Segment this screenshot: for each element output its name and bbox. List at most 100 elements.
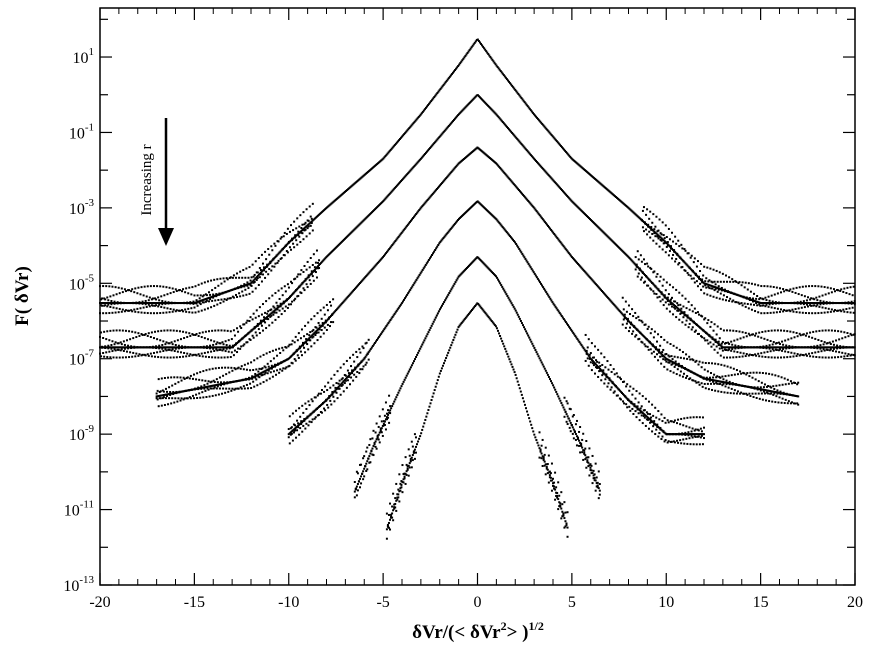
data-point: [160, 390, 162, 392]
data-point: [256, 279, 258, 281]
data-point: [353, 361, 355, 363]
data-point: [180, 400, 182, 402]
data-point: [176, 290, 178, 292]
data-point: [202, 331, 204, 333]
data-point: [248, 320, 250, 322]
data-point: [197, 305, 199, 307]
data-point: [713, 374, 715, 376]
data-point: [195, 378, 197, 380]
data-point: [736, 369, 738, 371]
data-point: [163, 294, 165, 296]
data-point: [180, 338, 182, 340]
data-point: [309, 205, 311, 207]
data-point: [274, 263, 276, 265]
data-point: [200, 303, 202, 305]
data-point: [648, 326, 650, 328]
data-point: [748, 282, 750, 284]
data-point: [187, 308, 189, 310]
data-point: [758, 393, 760, 395]
data-point: [665, 301, 667, 303]
data-point: [776, 349, 778, 351]
data-point: [164, 404, 166, 406]
data-point: [147, 335, 149, 337]
data-point: [683, 357, 685, 359]
data-point: [830, 287, 832, 289]
data-point: [190, 293, 192, 295]
data-point: [267, 363, 269, 365]
data-point: [262, 367, 264, 369]
data-point: [751, 283, 753, 285]
data-point: [644, 263, 646, 265]
data-point: [697, 311, 699, 313]
data-point: [201, 310, 203, 312]
data-point: [166, 293, 168, 295]
data-point: [156, 285, 158, 287]
data-point: [685, 298, 687, 300]
data-point: [757, 284, 759, 286]
data-point: [176, 309, 178, 311]
data-point: [275, 349, 277, 351]
data-point: [164, 377, 166, 379]
data-point: [150, 285, 152, 287]
data-point: [827, 349, 829, 351]
data-point: [707, 370, 709, 372]
data-point: [274, 319, 276, 321]
data-point: [674, 308, 676, 310]
data-point: [130, 290, 132, 292]
data-point: [626, 323, 628, 325]
data-point: [726, 357, 728, 359]
data-point: [773, 388, 775, 390]
data-point: [255, 287, 257, 289]
data-point: [164, 343, 166, 345]
data-point: [315, 396, 317, 398]
data-point: [213, 305, 215, 307]
data-point: [671, 297, 673, 299]
data-point: [756, 295, 758, 297]
data-point: [163, 330, 165, 332]
data-point: [249, 383, 251, 385]
data-point: [250, 387, 252, 389]
data-point: [802, 286, 804, 288]
data-point: [786, 356, 788, 358]
data-point: [771, 356, 773, 358]
data-point: [289, 231, 291, 233]
data-point: [321, 389, 323, 391]
data-point: [773, 350, 775, 352]
data-point: [214, 330, 216, 332]
data-point: [669, 284, 671, 286]
data-point: [771, 374, 773, 376]
data-point: [740, 392, 742, 394]
data-point: [674, 366, 676, 368]
data-point: [666, 308, 668, 310]
data-point: [775, 385, 777, 387]
data-point: [150, 312, 152, 314]
y-tick-label: 10-3: [69, 197, 95, 218]
data-point: [828, 329, 830, 331]
data-point: [659, 356, 661, 358]
data-point: [155, 298, 157, 300]
data-point: [243, 368, 245, 370]
data-point: [659, 246, 661, 248]
data-point: [691, 329, 693, 331]
data-point: [233, 329, 235, 331]
data-point: [282, 367, 284, 369]
data-point: [307, 286, 309, 288]
data-point: [149, 297, 151, 299]
data-point: [310, 318, 312, 320]
data-point: [294, 424, 296, 426]
data-point: [202, 396, 204, 398]
data-point: [122, 309, 124, 311]
data-point: [205, 356, 207, 358]
data-point: [146, 306, 148, 308]
data-point: [725, 349, 727, 351]
data-point: [121, 287, 123, 289]
data-point: [709, 377, 711, 379]
data-point: [156, 338, 158, 340]
data-point: [139, 307, 141, 309]
data-point: [714, 281, 716, 283]
data-point: [156, 312, 158, 314]
data-point: [210, 351, 212, 353]
data-point: [820, 286, 822, 288]
data-point: [726, 329, 728, 331]
data-point: [637, 250, 639, 252]
